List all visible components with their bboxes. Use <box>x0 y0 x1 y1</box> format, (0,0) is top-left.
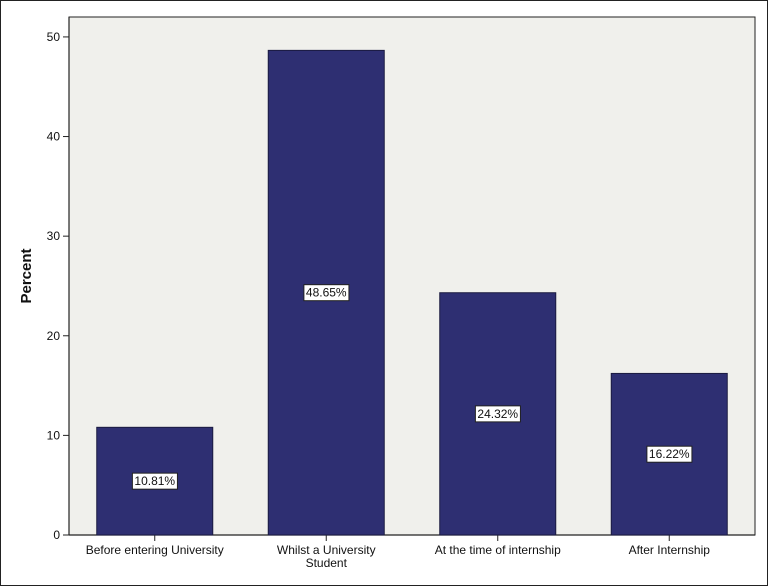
bar <box>267 49 385 536</box>
y-tick-label: 20 <box>47 329 61 343</box>
x-tick-label: After Internship <box>629 543 711 557</box>
data-label-box <box>474 405 521 423</box>
data-label: 10.81% <box>131 472 178 490</box>
x-tick-label: At the time of internship <box>435 543 561 557</box>
x-tick-label: Before entering University <box>86 543 224 557</box>
data-label-text: 48.65% <box>306 286 347 300</box>
data-labels: 10.81% 48.65% 24.32% 16.22% <box>131 284 693 490</box>
data-label-box <box>131 472 178 490</box>
data-label-box <box>303 284 350 302</box>
data-label: 24.32% <box>474 405 521 423</box>
y-tick-label: 40 <box>47 130 61 144</box>
data-label: 48.65% <box>303 284 350 302</box>
data-label-text: 10.81% <box>134 474 175 488</box>
x-tick-label: Whilst a University Student <box>277 543 376 570</box>
data-label: 16.22% <box>646 445 693 463</box>
data-label-box <box>646 445 693 463</box>
y-tick-label: 50 <box>47 30 61 44</box>
y-tick-label: 10 <box>47 428 61 442</box>
y-tick-label: 0 <box>53 528 60 542</box>
x-axis: Before entering University Whilst a Unive… <box>69 534 755 570</box>
y-axis-label: Percent <box>18 248 35 303</box>
data-label-text: 24.32% <box>477 407 518 421</box>
y-axis: 0 10 20 30 40 50 <box>47 17 70 542</box>
data-label-text: 16.22% <box>649 447 690 461</box>
bar-series <box>96 49 728 536</box>
y-tick-label: 30 <box>47 229 61 243</box>
